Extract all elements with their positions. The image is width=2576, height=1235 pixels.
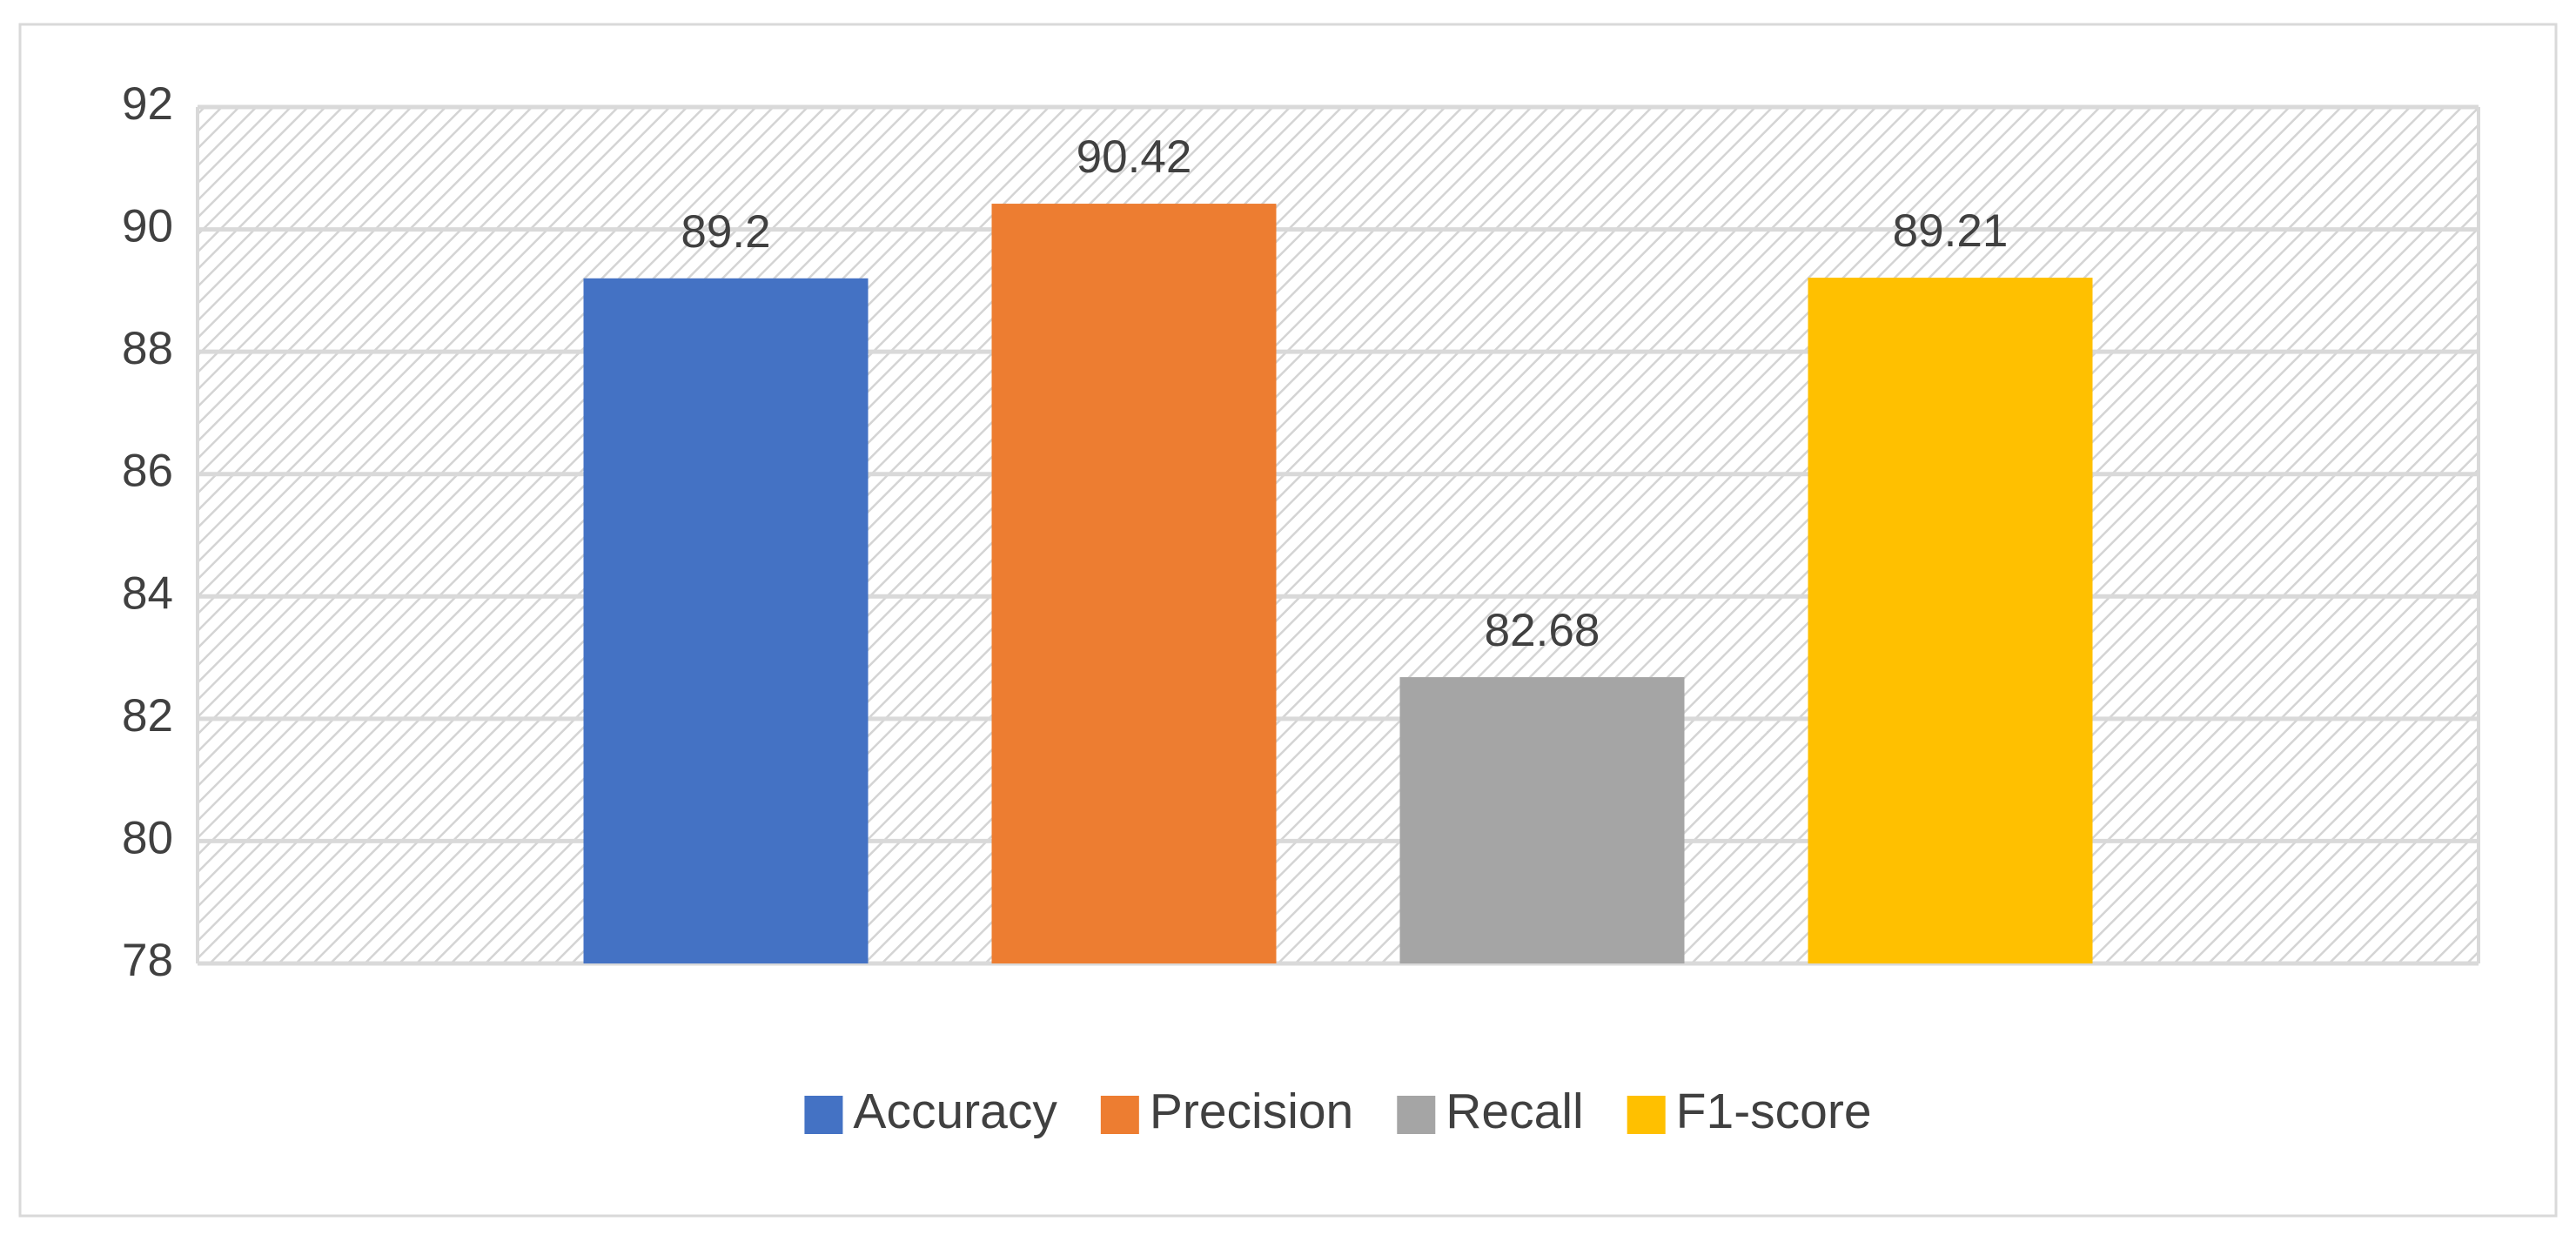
value-label: 89.21 [1893, 205, 2009, 257]
y-tick-label: 80 [122, 812, 173, 863]
y-tick-label: 86 [122, 446, 173, 497]
legend-swatch [804, 1096, 843, 1134]
bar [991, 204, 1277, 964]
legend-label: Recall [1446, 1084, 1583, 1139]
y-tick-label: 90 [122, 201, 173, 252]
value-label: 90.42 [1077, 131, 1192, 183]
y-tick-label: 88 [122, 323, 173, 374]
legend-swatch [1397, 1096, 1436, 1134]
legend-label: Precision [1150, 1084, 1353, 1139]
legend-label: Accuracy [853, 1084, 1057, 1139]
bar [1808, 278, 2093, 963]
value-label: 89.2 [681, 206, 770, 258]
y-tick-label: 92 [122, 78, 173, 130]
legend-swatch [1100, 1096, 1139, 1134]
plot-area [198, 107, 2479, 963]
legend-label: F1-score [1676, 1084, 1872, 1139]
y-tick-label: 82 [122, 690, 173, 742]
bar [1399, 677, 1685, 963]
y-tick-label: 78 [122, 935, 173, 986]
legend-swatch [1627, 1096, 1666, 1134]
value-label: 82.68 [1485, 605, 1600, 656]
y-tick-label: 84 [122, 567, 173, 619]
bar [583, 278, 869, 963]
